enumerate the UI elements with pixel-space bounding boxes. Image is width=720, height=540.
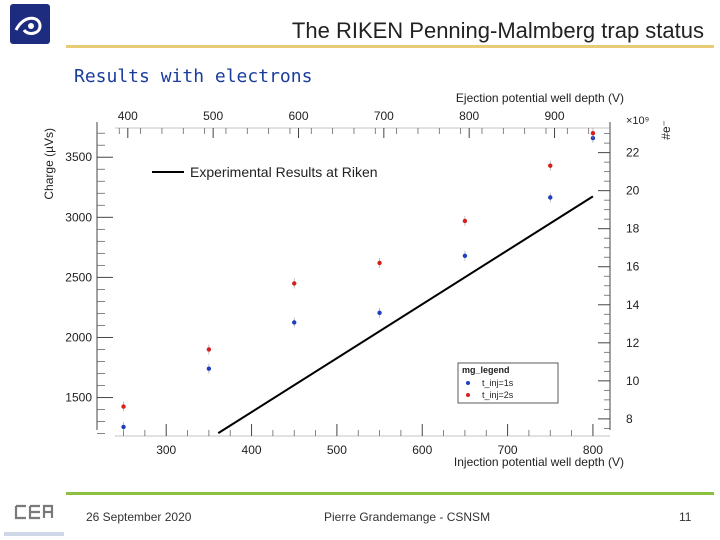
footer-author: Pierre Grandemange - CSNSM — [324, 510, 491, 524]
bottom-tick-label: 500 — [327, 443, 347, 457]
annotation-text: Experimental Results at Riken — [190, 164, 378, 180]
subtitle: Results with electrons — [74, 66, 313, 87]
top-tick-label: 500 — [203, 109, 223, 123]
top-tick-label: 600 — [288, 109, 308, 123]
data-point-t-inj-2s — [548, 163, 553, 168]
chart: 1500 2000 2500 3000 3500 8 10 12 14 16 18 20 22 300 40… — [42, 91, 673, 469]
footer-date: 26 September 2020 — [86, 510, 192, 524]
right-tick-label: 20 — [626, 184, 640, 198]
right-tick-label: 8 — [626, 412, 633, 426]
top-tick-label: 700 — [374, 109, 394, 123]
top-tick-label: 900 — [545, 109, 565, 123]
legend-marker-2s — [466, 393, 470, 397]
left-tick-label: 3000 — [65, 210, 92, 224]
footer-divider — [66, 492, 714, 495]
left-tick-label: 2500 — [65, 270, 92, 284]
top-tick-label: 800 — [459, 109, 479, 123]
data-point-t-inj-1s — [292, 320, 297, 325]
right-axis-label: #e⁻ — [659, 120, 673, 140]
data-point-t-inj-1s — [548, 195, 553, 200]
data-point-t-inj-2s — [377, 260, 382, 266]
institution-logo — [10, 4, 50, 44]
data-point-t-inj-1s — [377, 310, 382, 316]
bottom-tick-label: 800 — [583, 443, 603, 457]
swirl-icon — [14, 16, 42, 35]
experimental-results-line — [217, 195, 594, 434]
data-point-t-inj-1s — [462, 253, 468, 258]
data-point-t-inj-2s — [590, 131, 596, 136]
top-axis-label: Ejection potential well depth (V) — [456, 91, 624, 105]
legend-label-2s: t_inj=2s — [482, 390, 514, 400]
data-point-t-inj-1s — [206, 366, 212, 371]
right-tick-label: 12 — [626, 336, 640, 350]
top-tick-label: 400 — [118, 109, 138, 123]
bottom-tick-label: 700 — [498, 443, 518, 457]
right-tick-label: 16 — [626, 260, 640, 274]
data-point-t-inj-2s — [462, 218, 468, 224]
bottom-tick-label: 400 — [242, 443, 262, 457]
chart-container: 1500 2000 2500 3000 3500 8 10 12 14 16 18 20 22 300 40… — [42, 91, 673, 469]
legend-box — [457, 362, 559, 404]
left-tick-label: 2000 — [65, 330, 92, 344]
footer-page-number: 11 — [679, 510, 692, 524]
cea-tagline-mark — [4, 532, 64, 536]
left-tick-label: 3500 — [65, 150, 92, 164]
right-tick-label: 14 — [626, 298, 640, 312]
legend-marker-1s — [466, 381, 470, 385]
data-point-t-inj-2s — [206, 347, 212, 352]
bottom-tick-label: 600 — [412, 443, 432, 457]
bottom-axis-label: Injection potential well depth (V) — [454, 455, 624, 469]
right-tick-label: 22 — [626, 146, 640, 160]
page-title: The RIKEN Penning-Malmberg trap status — [291, 18, 704, 43]
title-divider — [66, 45, 714, 48]
legend-label-1s: t_inj=1s — [482, 378, 514, 388]
data-point-t-inj-1s — [121, 424, 126, 430]
cea-logo — [10, 500, 56, 524]
left-tick-label: 1500 — [65, 391, 92, 405]
bottom-tick-label: 300 — [156, 443, 176, 457]
right-tick-label: 18 — [626, 222, 640, 236]
left-axis-label: Charge (µVs) — [42, 128, 56, 200]
right-axis-multiplier: ×10⁹ — [626, 115, 649, 127]
data-point-t-inj-2s — [292, 281, 297, 286]
data-point-t-inj-2s — [121, 404, 126, 409]
legend-title: mg_legend — [462, 365, 510, 375]
right-tick-label: 10 — [626, 374, 640, 388]
